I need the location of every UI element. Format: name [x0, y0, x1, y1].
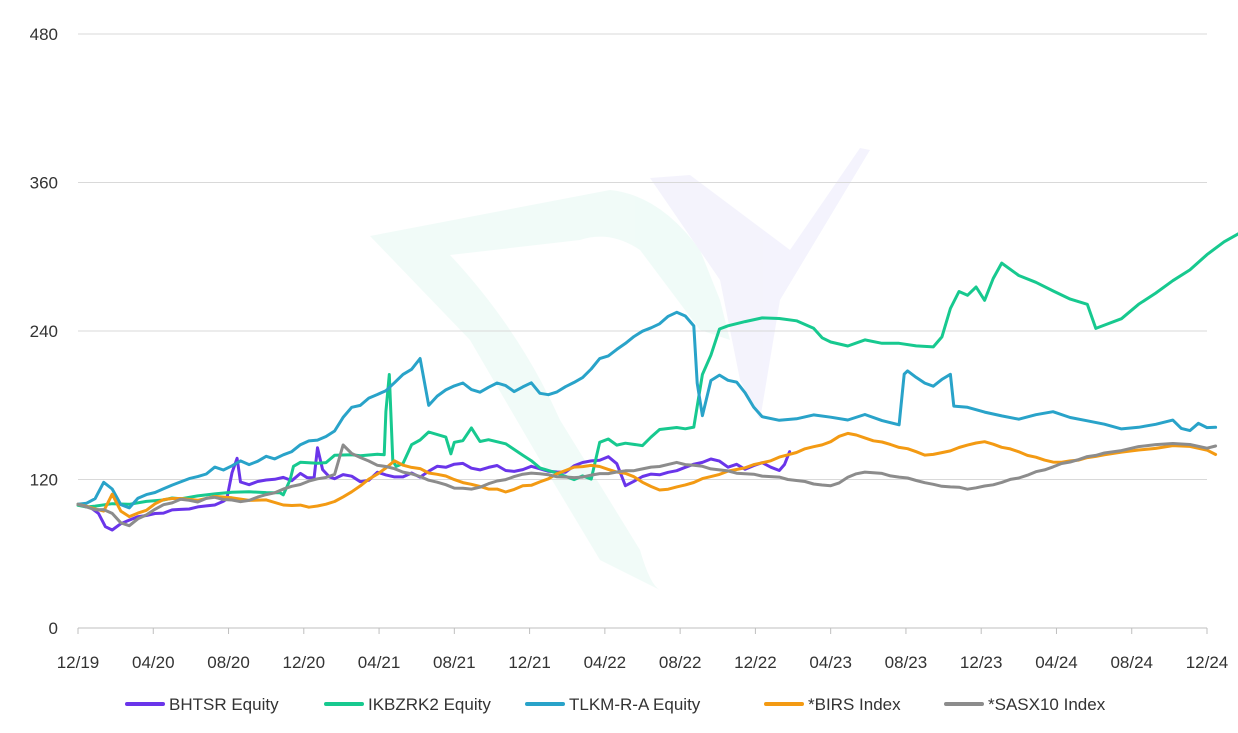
x-tick-label: 04/23: [809, 653, 852, 672]
x-tick-label: 12/19: [57, 653, 100, 672]
x-tick-label: 08/22: [659, 653, 702, 672]
y-tick-label: 480: [30, 25, 58, 44]
watermark-logo: [370, 148, 870, 590]
legend-label-0: BHTSR Equity: [169, 695, 279, 714]
x-tick-label: 08/24: [1110, 653, 1153, 672]
series-line-2: [76, 310, 1218, 510]
series-line-0: [76, 446, 792, 532]
legend: BHTSR Equity IKBZRK2 Equity TLKM-R-A Equit…: [125, 695, 1106, 714]
x-tick-label: 08/21: [433, 653, 476, 672]
x-tick-label: 12/23: [960, 653, 1003, 672]
legend-label-1: IKBZRK2 Equity: [368, 695, 491, 714]
series-line-4: [76, 442, 1218, 528]
x-tick-label: 04/20: [132, 653, 175, 672]
gridlines: [78, 33, 1207, 480]
x-tick-label: 04/24: [1035, 653, 1078, 672]
y-axis-ticks: 0 120 240 360 480: [30, 25, 58, 638]
y-tick-label: 240: [30, 322, 58, 341]
legend-label-4: *SASX10 Index: [988, 695, 1106, 714]
legend-label-3: *BIRS Index: [808, 695, 901, 714]
x-tick-label: 04/21: [358, 653, 401, 672]
x-tick-label: 08/20: [207, 653, 250, 672]
series-lines: [76, 232, 1238, 532]
y-tick-label: 360: [30, 174, 58, 193]
x-tick-label: 12/24: [1186, 653, 1229, 672]
x-tick-label: 12/20: [283, 653, 326, 672]
y-tick-label: 0: [49, 619, 58, 638]
x-tick-label: 12/21: [508, 653, 551, 672]
x-axis: 12/19 04/20 08/20 12/20 04/21 08/21 12/21 04/22…: [57, 627, 1229, 672]
x-tick-label: 04/22: [584, 653, 627, 672]
x-tick-label: 08/23: [885, 653, 928, 672]
x-tick-label: 12/22: [734, 653, 777, 672]
series-line-3: [76, 431, 1218, 519]
legend-label-2: TLKM-R-A Equity: [569, 695, 701, 714]
y-tick-label: 120: [30, 471, 58, 490]
series-line-1: [76, 232, 1238, 509]
